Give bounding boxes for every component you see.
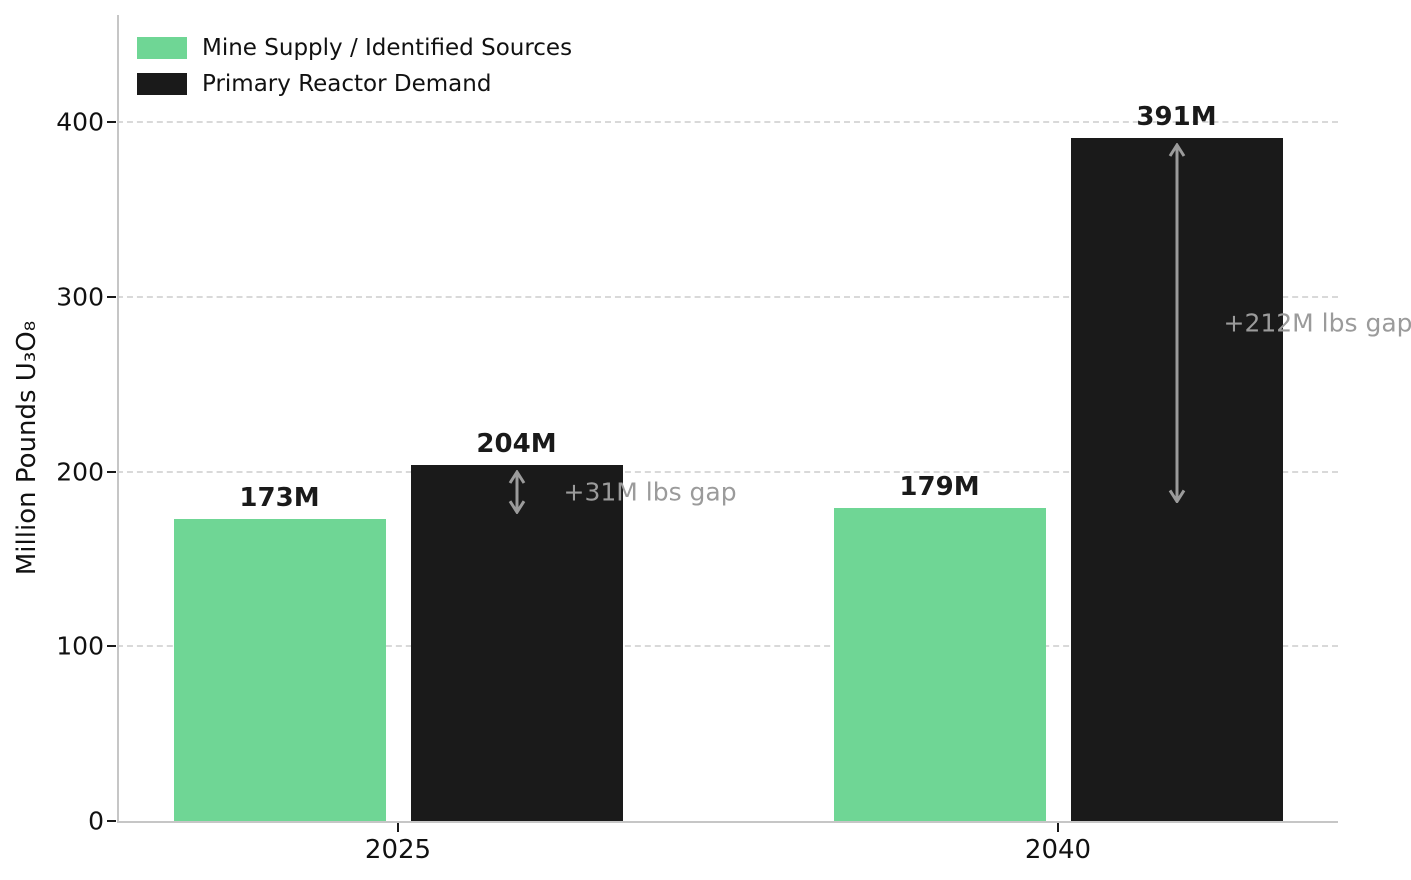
legend-item-supply: Mine Supply / Identified Sources <box>137 34 572 62</box>
y-tick-label-0: 0 <box>88 806 104 836</box>
gridline-200 <box>117 470 1338 473</box>
y-tick-label-300: 300 <box>56 282 104 312</box>
bar-value-label-2025-supply: 173M <box>239 482 320 513</box>
y-tick-mark-100 <box>107 645 116 648</box>
y-tick-label-200: 200 <box>56 457 104 486</box>
x-tick-mark-2040 <box>1057 823 1059 832</box>
x-axis-spine <box>117 821 1338 823</box>
gap-annotation-2040: +212M lbs gap <box>1223 308 1411 338</box>
gridline-400 <box>117 121 1338 123</box>
bar-2025-supply <box>173 518 386 821</box>
legend: Mine Supply / Identified Sources Primary… <box>137 34 572 106</box>
legend-label-demand: Primary Reactor Demand <box>202 71 492 97</box>
gridline-300 <box>117 295 1338 298</box>
gap-annotation-2025: +31M lbs gap <box>563 477 737 507</box>
gridline-100 <box>117 645 1338 648</box>
gap-arrow-2025 <box>506 469 528 514</box>
legend-label-supply: Mine Supply / Identified Sources <box>202 35 573 61</box>
bar-value-label-2025-demand: 204M <box>476 428 557 459</box>
y-tick-mark-400 <box>107 121 116 123</box>
x-tick-mark-2025 <box>397 823 399 832</box>
bar-2040-supply <box>833 508 1046 821</box>
legend-item-demand: Primary Reactor Demand <box>137 70 572 98</box>
bar-value-label-2040-demand: 391M <box>1136 101 1217 132</box>
y-axis-spine <box>117 15 119 821</box>
y-tick-mark-0 <box>107 820 116 822</box>
legend-swatch-supply <box>137 37 187 59</box>
bar-value-label-2040-supply: 179M <box>899 472 980 503</box>
x-tick-label-2040: 2040 <box>1024 835 1092 865</box>
y-tick-mark-200 <box>107 470 116 473</box>
y-tick-mark-300 <box>107 295 116 298</box>
legend-swatch-demand <box>137 73 187 95</box>
x-tick-label-2025: 2025 <box>364 835 432 865</box>
bar-2025-demand <box>410 464 623 821</box>
y-tick-label-400: 400 <box>56 107 104 137</box>
gap-arrow-2040 <box>1166 142 1188 504</box>
y-tick-label-100: 100 <box>56 631 104 661</box>
